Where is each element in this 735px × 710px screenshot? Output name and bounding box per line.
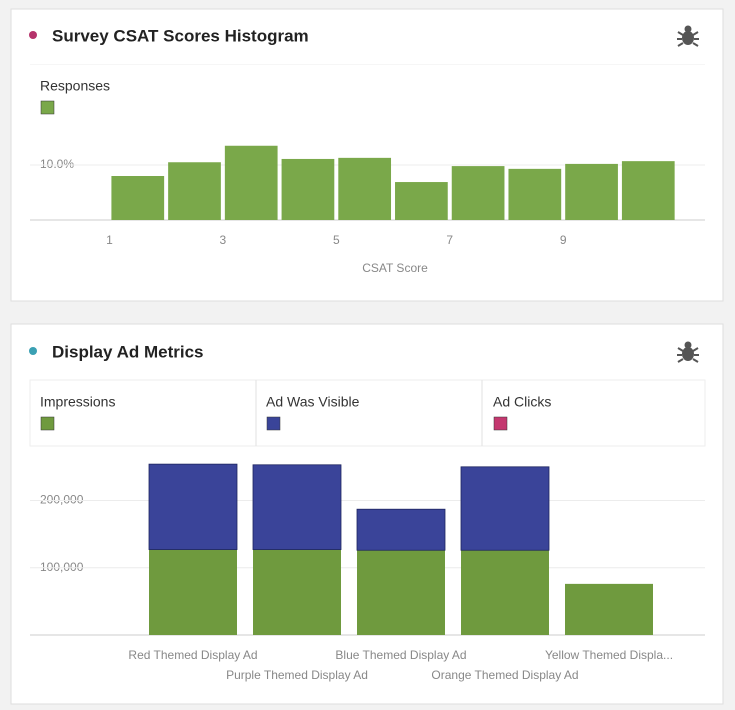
histogram-bar: [338, 157, 392, 220]
legend-label: Ad Was Visible: [266, 394, 360, 410]
legend-panel: [29, 379, 706, 447]
legend-label: Impressions: [40, 394, 115, 410]
bar-segment: [461, 550, 549, 635]
legend-swatch: [493, 416, 508, 431]
histogram-bar: [111, 176, 165, 220]
legend-label: Responses: [40, 78, 110, 94]
status-dot: [29, 31, 37, 39]
histogram-bar: [621, 161, 675, 220]
bug-icon[interactable]: [677, 25, 699, 47]
card-title: Display Ad Metrics: [52, 342, 203, 361]
divider: [30, 64, 705, 65]
bar-segment: [148, 463, 238, 550]
bar-segment: [253, 549, 341, 635]
histogram-bar: [565, 163, 618, 220]
x-tick-label: 9: [560, 233, 567, 247]
bug-icon[interactable]: [677, 341, 699, 363]
card: [10, 8, 724, 302]
x-tick-label: Purple Themed Display Ad: [226, 668, 368, 682]
x-tick-label: 7: [446, 233, 453, 247]
histogram-bar: [508, 168, 562, 220]
histogram-bar: [451, 166, 505, 220]
x-tick-label: 5: [333, 233, 340, 247]
x-tick-label: Blue Themed Display Ad: [335, 648, 466, 662]
legend-label: Ad Clicks: [493, 394, 551, 410]
bar-segment: [460, 466, 550, 551]
histogram-bar: [395, 182, 448, 220]
x-tick-label: 3: [220, 233, 227, 247]
card-title: Survey CSAT Scores Histogram: [52, 26, 309, 45]
status-dot: [29, 347, 37, 355]
histogram-bar: [224, 145, 278, 220]
histogram-bar: [281, 158, 335, 220]
histogram-bar: [168, 162, 221, 220]
x-axis-label: CSAT Score: [362, 261, 428, 275]
y-tick-label: 200,000: [40, 493, 84, 507]
y-tick-label: 100,000: [40, 560, 84, 574]
legend-swatch: [266, 416, 281, 431]
x-tick-label: Yellow Themed Displa...: [545, 648, 673, 662]
bar-segment: [356, 508, 446, 551]
x-tick-label: 1: [106, 233, 113, 247]
x-tick-label: Orange Themed Display Ad: [431, 668, 578, 682]
y-tick-label: 10.0%: [40, 157, 74, 171]
bar-segment: [357, 550, 445, 635]
bar-segment: [149, 549, 237, 635]
legend-swatch: [40, 100, 55, 115]
legend-swatch: [40, 416, 55, 431]
x-tick-label: Red Themed Display Ad: [128, 648, 257, 662]
bar-segment: [565, 583, 653, 635]
bar-segment: [252, 464, 342, 550]
